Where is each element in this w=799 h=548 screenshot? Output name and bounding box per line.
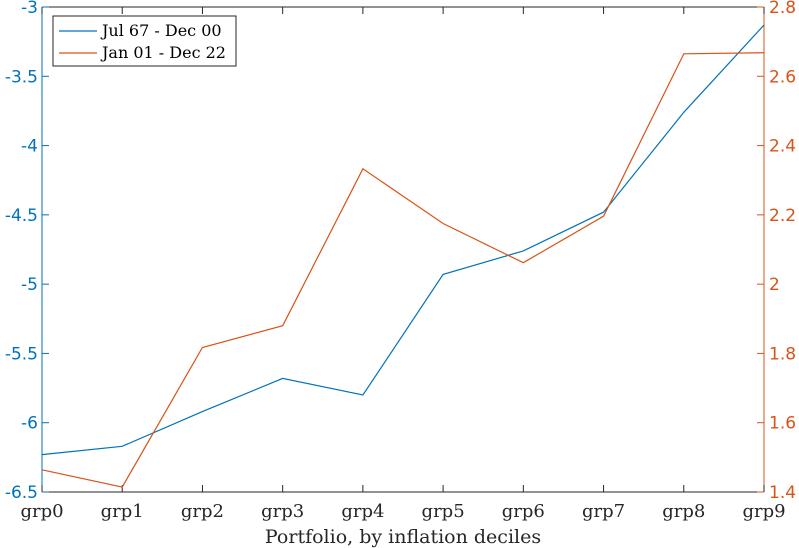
legend: Jul 67 - Dec 00 Jan 01 - Dec 22 — [52, 15, 237, 67]
x-tick-label: grp3 — [261, 501, 304, 522]
x-axis-label: Portfolio, by inflation deciles — [265, 526, 541, 548]
right-y-tick-label: 2 — [769, 275, 780, 295]
right-y-tick-label: 1.4 — [769, 483, 796, 503]
x-tick-label: grp6 — [502, 501, 545, 522]
right-y-tick-label: 1.6 — [769, 414, 796, 434]
series-line — [41, 24, 765, 456]
left-y-tick-label: -5 — [21, 275, 38, 295]
right-y-tick-label: 2.2 — [769, 206, 796, 226]
x-tick-label: grp9 — [742, 501, 785, 522]
right-y-tick-label: 1.8 — [769, 344, 796, 364]
left-y-tick-label: -3.5 — [5, 67, 38, 87]
x-tick-label: grp1 — [101, 501, 144, 522]
x-tick-label: grp0 — [20, 501, 63, 522]
left-y-tick-label: -3 — [21, 0, 38, 18]
legend-box — [52, 15, 237, 67]
x-tick-label: grp4 — [341, 501, 384, 522]
x-tick-label: grp2 — [181, 501, 224, 522]
axes: -6.5 -6 -5.5 -5 -4.5 -4 -3.5 -3 1.4 1.6 1.8 2 2.2 2.4… — [5, 0, 796, 522]
right-y-tick-label: 2.6 — [769, 67, 796, 87]
left-y-tick-label: -5.5 — [5, 344, 38, 364]
x-tick-label: grp5 — [422, 501, 465, 522]
x-tick-label: grp8 — [662, 501, 705, 522]
left-y-tick-label: -4.5 — [5, 206, 38, 226]
legend-entry: Jan 01 - Dec 22 — [100, 43, 226, 62]
left-y-tick-label: -4 — [21, 137, 38, 157]
right-y-tick-label: 2.4 — [769, 137, 796, 157]
right-y-tick-label: 2.8 — [769, 0, 796, 18]
x-tick-label: grp7 — [582, 501, 625, 522]
series-layer — [41, 24, 765, 488]
series-line — [41, 52, 765, 488]
legend-entry: Jul 67 - Dec 00 — [100, 21, 222, 40]
left-y-tick-label: -6.5 — [5, 483, 38, 503]
left-y-tick-label: -6 — [21, 414, 38, 434]
